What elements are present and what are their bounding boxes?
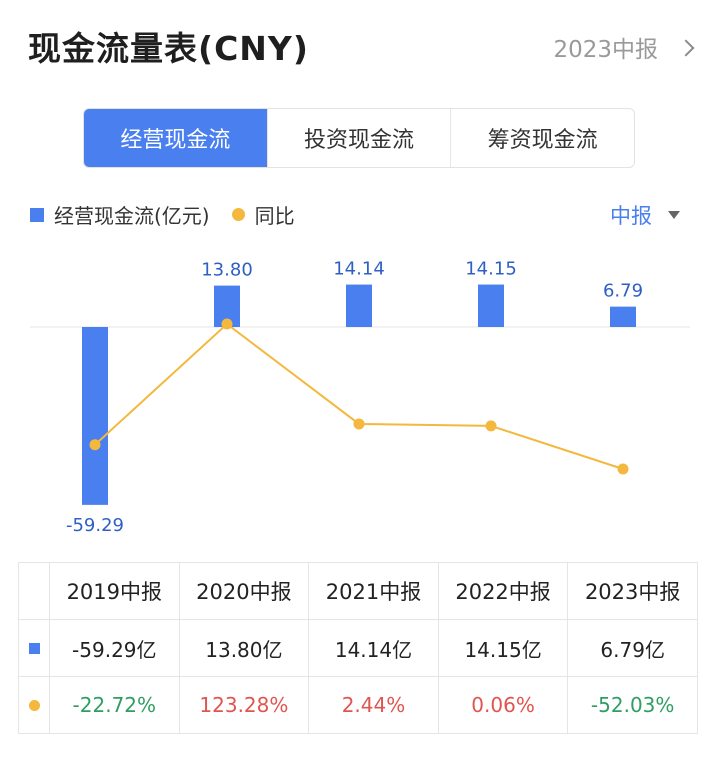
bar-data-label: 14.15 bbox=[465, 259, 517, 280]
line-dot-icon bbox=[28, 699, 40, 711]
row-marker bbox=[19, 620, 49, 676]
chart-legend: 经营现金流(亿元) 同比 bbox=[30, 200, 295, 229]
table-header-cell: 2020中报 bbox=[178, 563, 309, 619]
tab-financing-cashflow[interactable]: 筹资现金流 bbox=[450, 109, 634, 167]
bar-2023中报[interactable] bbox=[610, 306, 636, 327]
data-table: 2019中报 2020中报 2021中报 2022中报 2023中报 -59.2… bbox=[18, 562, 698, 734]
yoy-point-2022中报[interactable] bbox=[485, 420, 497, 432]
table-cell-yoy: -22.72% bbox=[49, 677, 179, 733]
table-header-cell: 2021中报 bbox=[308, 563, 438, 619]
bar-square-icon bbox=[28, 642, 40, 654]
period-link-label: 2023中报 bbox=[553, 37, 658, 63]
tab-operating-cashflow[interactable]: 经营现金流 bbox=[84, 109, 267, 167]
period-link[interactable]: 2023中报 bbox=[553, 30, 695, 64]
bar-2021中报[interactable] bbox=[346, 284, 372, 327]
bar-data-label: 14.14 bbox=[333, 259, 385, 280]
yoy-point-2023中报[interactable] bbox=[617, 463, 629, 475]
table-header-cell: 2022中报 bbox=[437, 563, 568, 619]
table-row-cashflow: -59.29亿 13.80亿 14.14亿 14.15亿 6.79亿 bbox=[19, 619, 697, 676]
bar-legend-square-icon bbox=[30, 207, 44, 222]
period-select-label: 中报 bbox=[610, 204, 652, 228]
caret-down-icon bbox=[668, 211, 680, 219]
table-cell-cashflow: -59.29亿 bbox=[49, 620, 179, 676]
table-cell-yoy: 123.28% bbox=[178, 677, 309, 733]
yoy-point-2019中报[interactable] bbox=[89, 439, 101, 451]
table-cell-cashflow: 14.15亿 bbox=[437, 620, 568, 676]
table-header-cell: 2019中报 bbox=[49, 563, 179, 619]
cashflow-chart: -59.29 13.80 14.14 14.15 6.79 bbox=[30, 259, 690, 536]
bar-data-label: 13.80 bbox=[201, 260, 253, 281]
yoy-point-2021中报[interactable] bbox=[353, 418, 365, 430]
period-select[interactable]: 中报 bbox=[610, 200, 680, 230]
table-cell-cashflow: 6.79亿 bbox=[567, 620, 697, 676]
bar-data-label: -59.29 bbox=[66, 515, 124, 536]
bar-data-label: 6.79 bbox=[603, 281, 643, 302]
bar-2019中报[interactable] bbox=[82, 327, 108, 505]
table-cell-yoy: 2.44% bbox=[308, 677, 438, 733]
page-title: 现金流量表(CNY) bbox=[28, 29, 309, 68]
tab-investing-cashflow[interactable]: 投资现金流 bbox=[266, 109, 451, 167]
table-cell-yoy: 0.06% bbox=[437, 677, 568, 733]
table-header-lead bbox=[19, 563, 49, 619]
table-cell-yoy: -52.03% bbox=[567, 677, 697, 733]
line-legend-dot-icon bbox=[231, 208, 245, 221]
legend-bar-label: 经营现金流(亿元) bbox=[54, 204, 210, 228]
table-cell-cashflow: 14.14亿 bbox=[308, 620, 438, 676]
yoy-line bbox=[94, 322, 624, 470]
yoy-point-2020中报[interactable] bbox=[221, 318, 233, 330]
legend-line-label: 同比 bbox=[254, 204, 295, 228]
table-row-yoy: -22.72% 123.28% 2.44% 0.06% -52.03% bbox=[19, 676, 697, 733]
table-header-row: 2019中报 2020中报 2021中报 2022中报 2023中报 bbox=[19, 563, 697, 619]
table-header-cell: 2023中报 bbox=[567, 563, 697, 619]
chevron-right-icon bbox=[677, 39, 695, 56]
table-cell-cashflow: 13.80亿 bbox=[178, 620, 309, 676]
cashflow-tabs: 经营现金流 投资现金流 筹资现金流 bbox=[83, 108, 635, 168]
row-marker bbox=[19, 677, 49, 733]
bar-2022中报[interactable] bbox=[478, 284, 504, 327]
